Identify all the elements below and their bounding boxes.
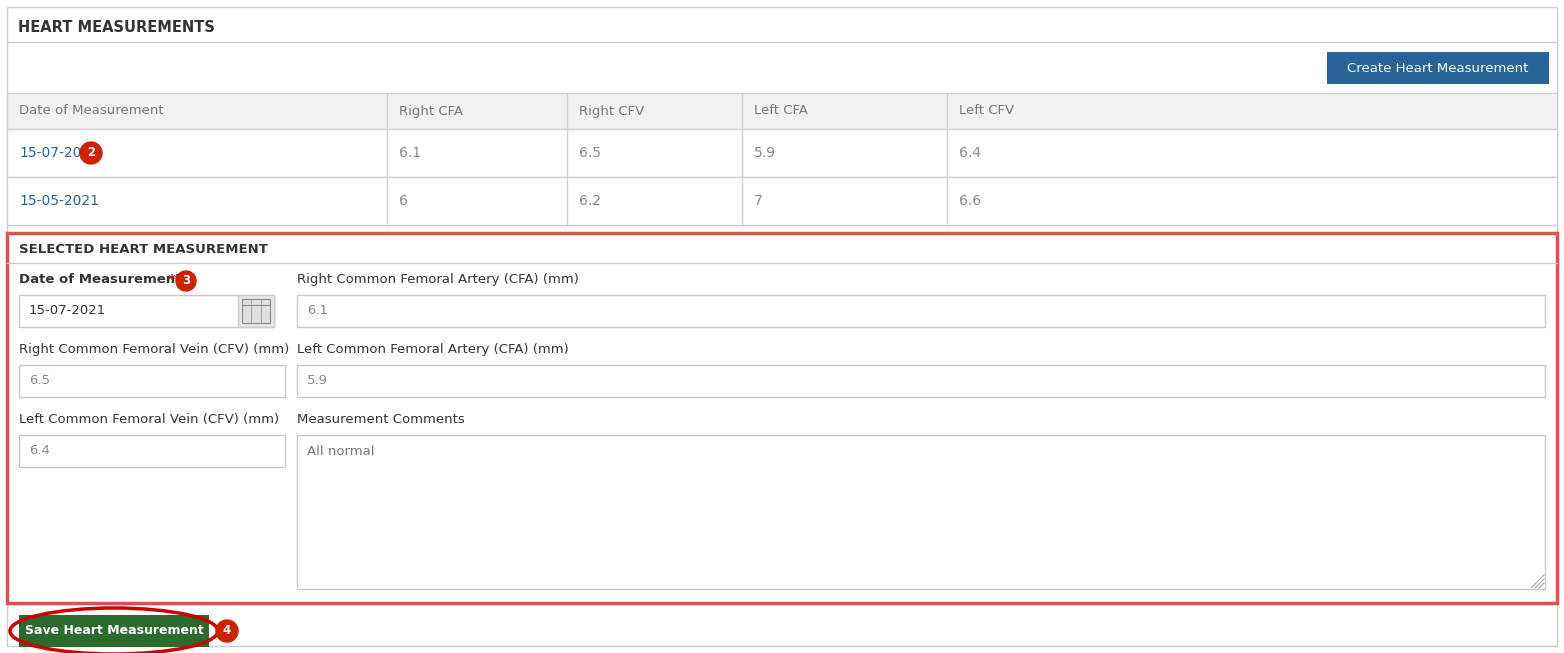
Text: Date of Measurement: Date of Measurement	[19, 104, 164, 118]
Bar	[1326, 52, 1548, 84]
Bar	[242, 299, 271, 323]
Text: 6.5: 6.5	[579, 146, 601, 160]
Text: 6: 6	[399, 194, 408, 208]
Text: Right Common Femoral Artery (CFA) (mm): Right Common Femoral Artery (CFA) (mm)	[297, 273, 579, 286]
Bar	[19, 295, 274, 327]
Text: 6.6: 6.6	[959, 194, 981, 208]
Text: 5.9: 5.9	[754, 146, 776, 160]
Text: 3: 3	[181, 274, 191, 287]
Text: Right Common Femoral Vein (CFV) (mm): Right Common Femoral Vein (CFV) (mm)	[19, 343, 289, 356]
Text: 6.1: 6.1	[307, 304, 328, 317]
Bar	[238, 295, 274, 327]
Bar	[297, 435, 1545, 589]
Text: 6.4: 6.4	[959, 146, 981, 160]
Bar	[6, 93, 1558, 129]
Text: Right CFA: Right CFA	[399, 104, 463, 118]
Bar	[297, 295, 1545, 327]
Text: 5.9: 5.9	[307, 375, 328, 387]
Bar	[6, 129, 1558, 177]
Text: Date of Measurement: Date of Measurement	[19, 273, 181, 286]
Text: Left Common Femoral Vein (CFV) (mm): Left Common Femoral Vein (CFV) (mm)	[19, 413, 278, 426]
Text: 6.5: 6.5	[30, 375, 50, 387]
Circle shape	[216, 620, 238, 642]
Text: Save Heart Measurement: Save Heart Measurement	[25, 624, 203, 637]
Circle shape	[177, 271, 196, 291]
Text: 6.1: 6.1	[399, 146, 421, 160]
Text: 4: 4	[224, 624, 231, 637]
Text: SELECTED HEART MEASUREMENT: SELECTED HEART MEASUREMENT	[19, 243, 267, 256]
Text: Create Heart Measurement: Create Heart Measurement	[1347, 61, 1528, 74]
Text: 6.4: 6.4	[30, 445, 50, 458]
Text: Right CFV: Right CFV	[579, 104, 644, 118]
Text: All normal: All normal	[307, 445, 374, 458]
Bar	[19, 365, 285, 397]
Bar	[19, 615, 210, 647]
Text: Left CFA: Left CFA	[754, 104, 809, 118]
Text: Measurement Comments: Measurement Comments	[297, 413, 465, 426]
Text: 15-07-2021: 15-07-2021	[30, 304, 106, 317]
Text: HEART MEASUREMENTS: HEART MEASUREMENTS	[19, 20, 214, 35]
Text: 2: 2	[88, 146, 95, 159]
Text: 15-07-2021: 15-07-2021	[19, 146, 99, 160]
Circle shape	[80, 142, 102, 164]
Bar	[297, 365, 1545, 397]
Text: 15-05-2021: 15-05-2021	[19, 194, 99, 208]
Text: 7: 7	[754, 194, 763, 208]
Bar	[19, 435, 285, 467]
Bar	[6, 233, 1558, 603]
Bar	[6, 177, 1558, 225]
Text: *: *	[164, 273, 175, 286]
Text: Left Common Femoral Artery (CFA) (mm): Left Common Femoral Artery (CFA) (mm)	[297, 343, 569, 356]
Text: 6.2: 6.2	[579, 194, 601, 208]
Text: Left CFV: Left CFV	[959, 104, 1013, 118]
